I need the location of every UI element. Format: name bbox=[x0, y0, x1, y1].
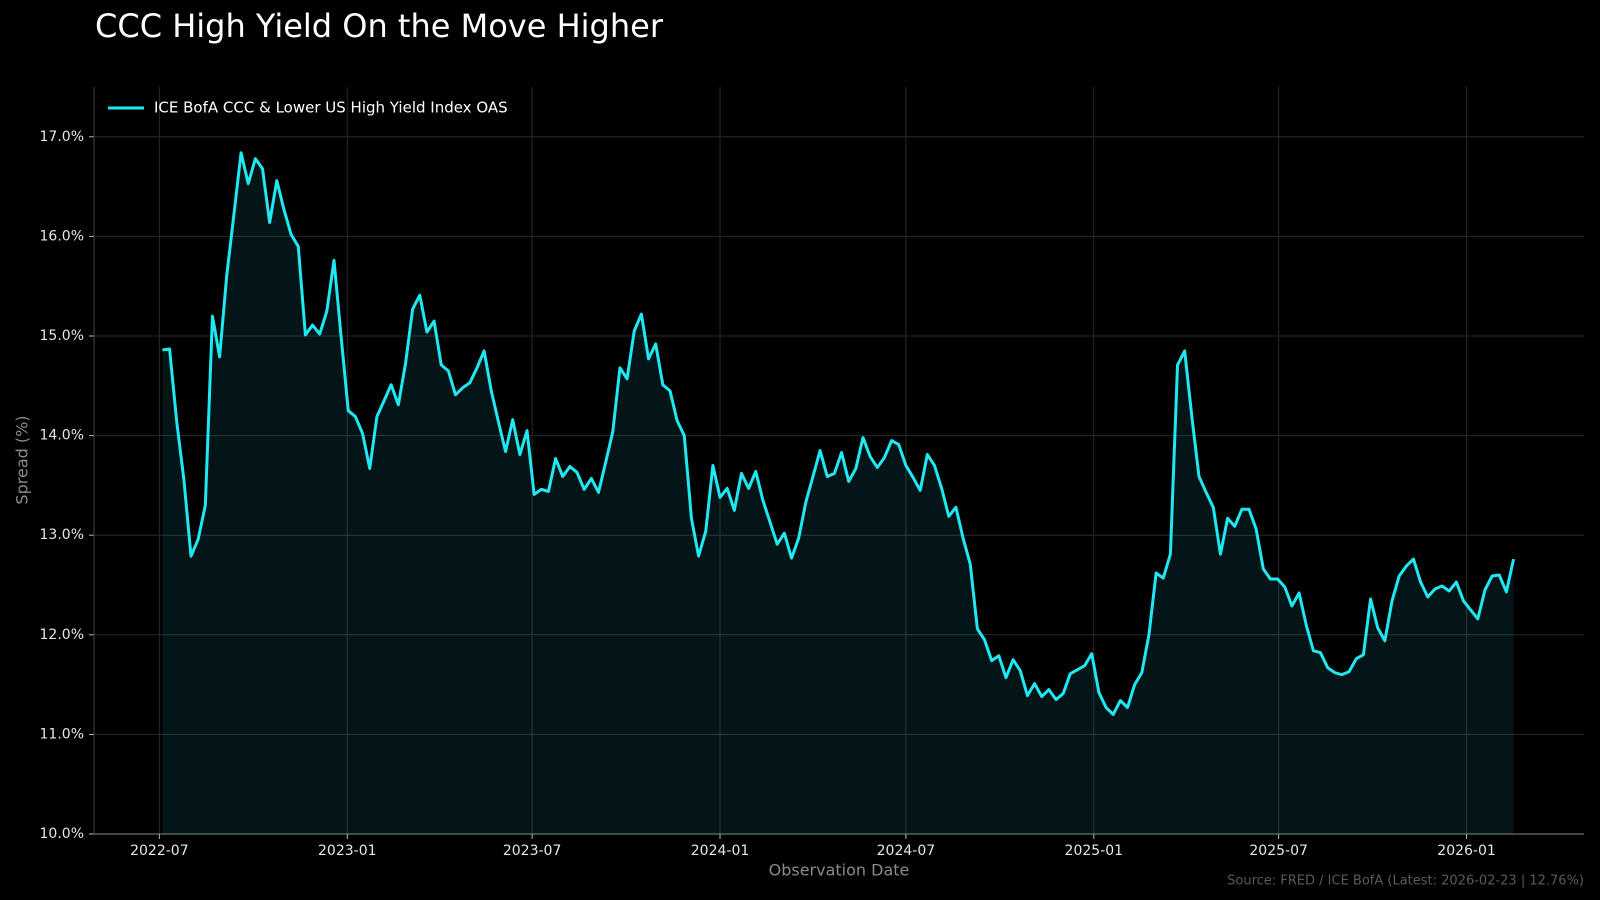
y-tick-label: 10.0% bbox=[40, 826, 84, 842]
x-tick-label: 2025-01 bbox=[1065, 843, 1124, 859]
x-tick-label: 2025-07 bbox=[1249, 843, 1308, 859]
chart-title: CCC High Yield On the Move Higher bbox=[95, 7, 664, 45]
x-tick-label: 2024-01 bbox=[691, 843, 750, 859]
y-axis-label: Spread (%) bbox=[13, 415, 32, 504]
x-tick-label: 2022-07 bbox=[130, 843, 189, 859]
y-tick-label: 17.0% bbox=[40, 129, 84, 145]
source-note: Source: FRED / ICE BofA (Latest: 2026-02… bbox=[1227, 874, 1584, 889]
y-tick-label: 15.0% bbox=[40, 328, 84, 344]
y-tick-label: 11.0% bbox=[40, 726, 84, 742]
x-tick-label: 2023-01 bbox=[318, 843, 377, 859]
y-tick-label: 14.0% bbox=[40, 428, 84, 444]
x-tick-label: 2023-07 bbox=[503, 843, 562, 859]
x-axis-label: Observation Date bbox=[769, 861, 910, 880]
y-tick-label: 13.0% bbox=[40, 527, 84, 543]
x-tick-label: 2026-01 bbox=[1437, 843, 1496, 859]
series-line bbox=[162, 151, 1515, 716]
x-tick-label: 2024-07 bbox=[877, 843, 936, 859]
series-area bbox=[162, 152, 1514, 835]
legend-label: ICE BofA CCC & Lower US High Yield Index… bbox=[154, 99, 508, 117]
y-tick-label: 12.0% bbox=[40, 627, 84, 643]
y-tick-label: 16.0% bbox=[40, 228, 84, 244]
